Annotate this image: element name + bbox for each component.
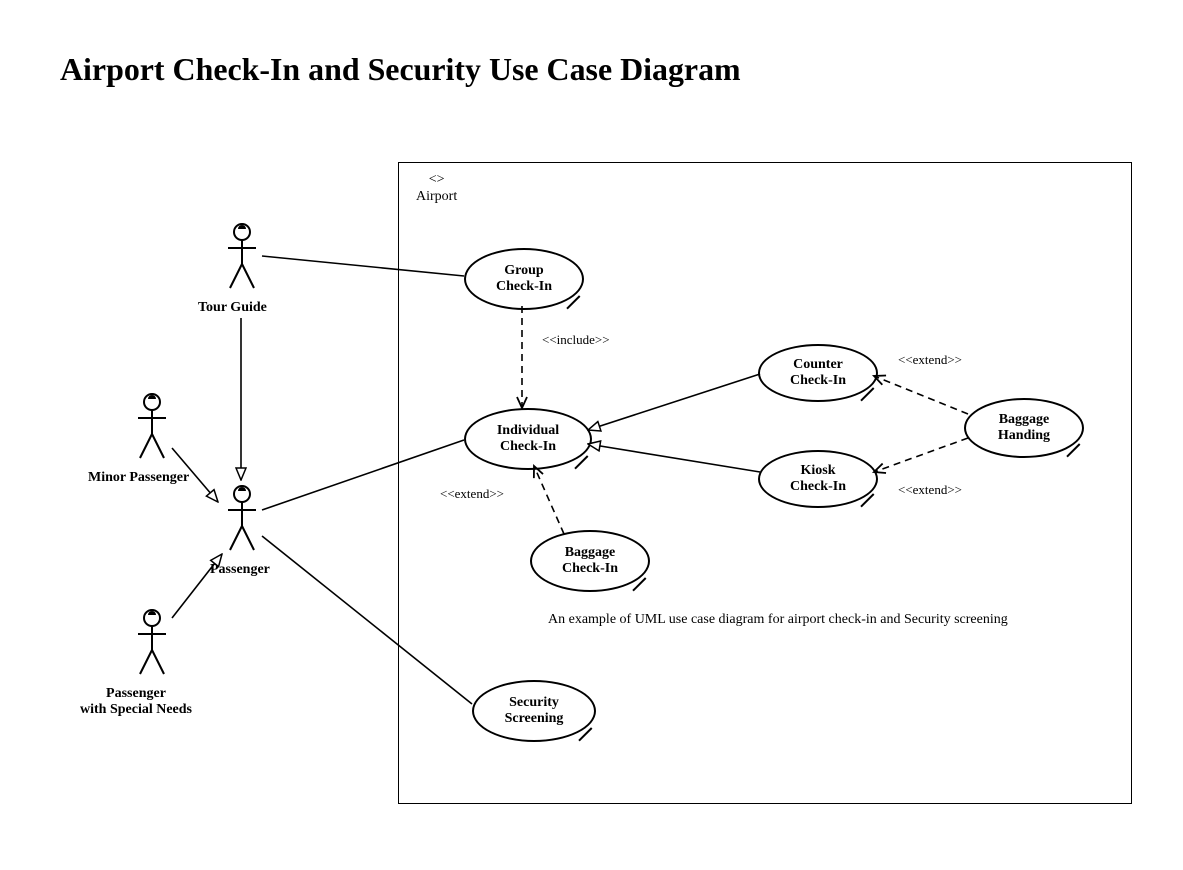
actor-minor-passenger [132, 392, 172, 462]
usecase-label: BaggageHanding [998, 412, 1050, 444]
diagram-canvas: Airport Check-In and Security Use Case D… [0, 0, 1183, 870]
usecase-baggage-checkin: BaggageCheck-In [530, 530, 650, 592]
diagram-caption: An example of UML use case diagram for a… [548, 612, 1008, 628]
usecase-label: SecurityScreening [505, 695, 564, 727]
actor-passenger-special [132, 608, 172, 678]
actor-tour-guide-label: Tour Guide [198, 300, 267, 316]
actor-tour-guide [222, 222, 262, 292]
usecase-slash-icon [624, 568, 642, 586]
actor-passenger-special-label: Passengerwith Special Needs [80, 686, 192, 718]
actor-minor-passenger-label: Minor Passenger [88, 470, 189, 486]
usecase-slash-icon [570, 718, 588, 736]
usecase-slash-icon [852, 484, 870, 502]
edge-label-extend-counter: <<extend>> [898, 352, 962, 368]
usecase-baggage-handing: BaggageHanding [964, 398, 1084, 458]
usecase-individual-checkin: IndividualCheck-In [464, 408, 592, 470]
usecase-counter-checkin: CounterCheck-In [758, 344, 878, 402]
actor-passenger [222, 484, 262, 554]
system-name: Airport [416, 189, 457, 204]
usecase-slash-icon [566, 446, 584, 464]
usecase-label: GroupCheck-In [496, 263, 552, 295]
diagram-title: Airport Check-In and Security Use Case D… [60, 52, 741, 88]
usecase-label: IndividualCheck-In [497, 423, 559, 455]
usecase-kiosk-checkin: KioskCheck-In [758, 450, 878, 508]
usecase-security-screening: SecurityScreening [472, 680, 596, 742]
edge-label-extend-kiosk: <<extend>> [898, 482, 962, 498]
edge-label-extend-baggage-checkin: <<extend>> [440, 486, 504, 502]
usecase-label: BaggageCheck-In [562, 545, 618, 577]
system-stereotype: <> [429, 172, 445, 187]
usecase-slash-icon [852, 378, 870, 396]
usecase-label: KioskCheck-In [790, 463, 846, 495]
usecase-group-checkin: GroupCheck-In [464, 248, 584, 310]
usecase-slash-icon [558, 286, 576, 304]
usecase-label: CounterCheck-In [790, 357, 846, 389]
usecase-slash-icon [1058, 434, 1076, 452]
actor-passenger-label: Passenger [210, 562, 270, 578]
edge-label-include: <<include>> [542, 332, 610, 348]
system-boundary-label: <> Airport [416, 172, 457, 206]
